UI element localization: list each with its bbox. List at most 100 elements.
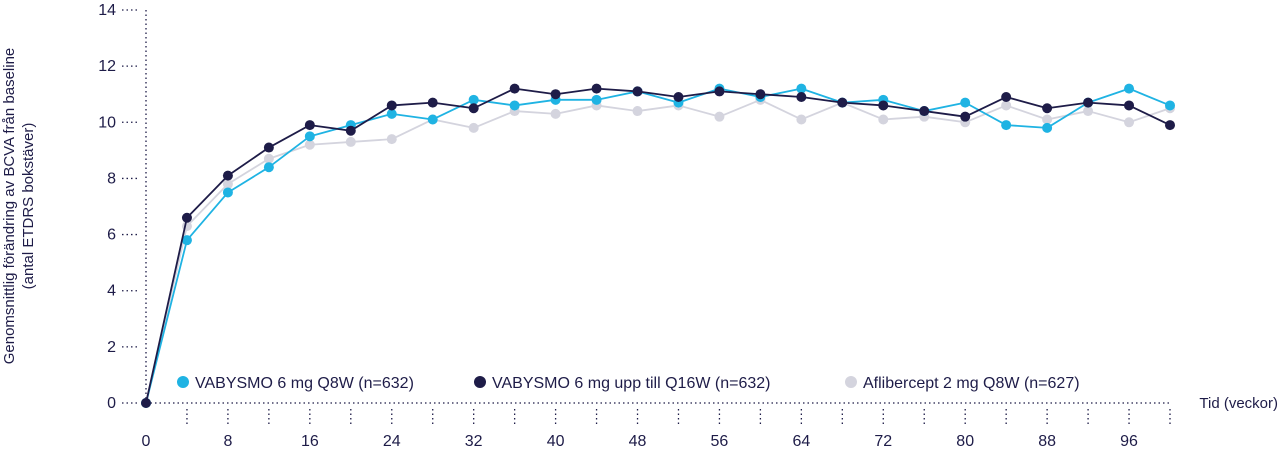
x-tick-label: 64 — [792, 433, 810, 450]
data-point — [386, 108, 397, 119]
data-point — [181, 235, 192, 246]
y-tick-label: 6 — [107, 227, 116, 244]
x-tick-label: 96 — [1120, 433, 1138, 450]
series-0 — [141, 94, 1175, 408]
data-point — [632, 86, 643, 97]
legend-label: VABYSMO 6 mg Q8W (n=632) — [195, 375, 414, 392]
x-tick-label: 88 — [1038, 433, 1056, 450]
series-line — [145, 87, 1171, 404]
data-point — [304, 120, 315, 131]
x-tick-label: 40 — [547, 433, 565, 450]
data-point — [468, 103, 479, 114]
y-tick-label: 12 — [98, 58, 116, 75]
series-line — [145, 98, 1171, 404]
data-point — [1042, 103, 1053, 114]
data-point — [796, 114, 807, 125]
data-point — [263, 162, 274, 173]
y-tick-label: 8 — [107, 170, 116, 187]
data-point — [1001, 92, 1012, 103]
data-point — [263, 142, 274, 153]
series-line — [145, 87, 1171, 404]
data-point — [1083, 106, 1094, 117]
data-point — [468, 122, 479, 133]
data-point — [591, 83, 602, 94]
data-point — [386, 134, 397, 145]
data-point — [796, 92, 807, 103]
data-point — [222, 179, 233, 190]
data-point — [222, 170, 233, 181]
data-point — [632, 106, 643, 117]
data-point — [714, 111, 725, 122]
x-tick-label: 8 — [223, 433, 232, 450]
data-point — [550, 89, 561, 100]
data-point — [304, 139, 315, 150]
legend-marker — [177, 376, 189, 388]
data-point — [345, 136, 356, 147]
data-point — [960, 97, 971, 108]
data-point — [386, 100, 397, 111]
x-tick-label: 48 — [629, 433, 647, 450]
data-point — [222, 187, 233, 198]
data-point — [878, 100, 889, 111]
x-tick-label: 32 — [465, 433, 483, 450]
series-layer — [141, 83, 1175, 408]
x-tick-label: 24 — [383, 433, 401, 450]
data-point — [1165, 100, 1175, 111]
data-point — [591, 94, 602, 105]
y-tick-label: 2 — [107, 339, 116, 356]
y-axis-title-line: (antal ETDRS bokstäver) — [20, 123, 37, 290]
x-axis-title: Tid (veckor) — [1199, 395, 1278, 412]
legend-marker — [845, 376, 857, 388]
legend-marker — [474, 376, 486, 388]
y-tick-label: 4 — [107, 283, 116, 300]
data-point — [1124, 100, 1135, 111]
y-axis-title: Genomsnittlig förändring av BCVA från ba… — [1, 48, 37, 365]
x-tick-label: 72 — [874, 433, 892, 450]
legend: VABYSMO 6 mg Q8W (n=632) VABYSMO 6 mg upp… — [177, 375, 1080, 392]
legend-item: Aflibercept 2 mg Q8W (n=627) — [845, 375, 1080, 392]
data-point — [345, 125, 356, 136]
data-point — [304, 131, 315, 142]
data-point — [1042, 114, 1053, 125]
data-point — [263, 153, 274, 164]
x-tick-label: 56 — [711, 433, 729, 450]
data-point — [1083, 97, 1094, 108]
legend-label: VABYSMO 6 mg upp till Q16W (n=632) — [492, 375, 770, 392]
data-point — [878, 114, 889, 125]
data-point — [1165, 120, 1175, 131]
x-tick-label: 80 — [956, 433, 974, 450]
data-point — [673, 92, 684, 103]
y-tick-label: 0 — [107, 395, 116, 412]
data-point — [509, 100, 520, 111]
data-point — [837, 97, 848, 108]
data-point — [427, 114, 438, 125]
y-axis-title-line: Genomsnittlig förändring av BCVA från ba… — [1, 48, 18, 365]
data-point — [919, 106, 930, 117]
data-point — [714, 86, 725, 97]
x-tick-label: 16 — [301, 433, 319, 450]
data-point — [427, 97, 438, 108]
data-point — [468, 94, 479, 105]
axes — [145, 8, 1170, 404]
data-point — [509, 83, 520, 94]
data-point — [1124, 117, 1135, 128]
legend-label: Aflibercept 2 mg Q8W (n=627) — [863, 375, 1080, 392]
data-point — [1001, 100, 1012, 111]
data-point — [960, 111, 971, 122]
data-point — [1001, 120, 1012, 131]
legend-item: VABYSMO 6 mg upp till Q16W (n=632) — [474, 375, 770, 392]
data-point — [1042, 122, 1053, 133]
y-tick-label: 14 — [98, 2, 116, 19]
data-point — [1124, 83, 1135, 94]
data-point — [796, 83, 807, 94]
y-tick-label: 10 — [98, 114, 116, 131]
data-point — [550, 108, 561, 119]
data-point — [755, 89, 766, 100]
x-tick-label: 0 — [142, 433, 151, 450]
legend-item: VABYSMO 6 mg Q8W (n=632) — [177, 375, 414, 392]
series-2 — [141, 83, 1175, 408]
data-point — [141, 398, 151, 408]
